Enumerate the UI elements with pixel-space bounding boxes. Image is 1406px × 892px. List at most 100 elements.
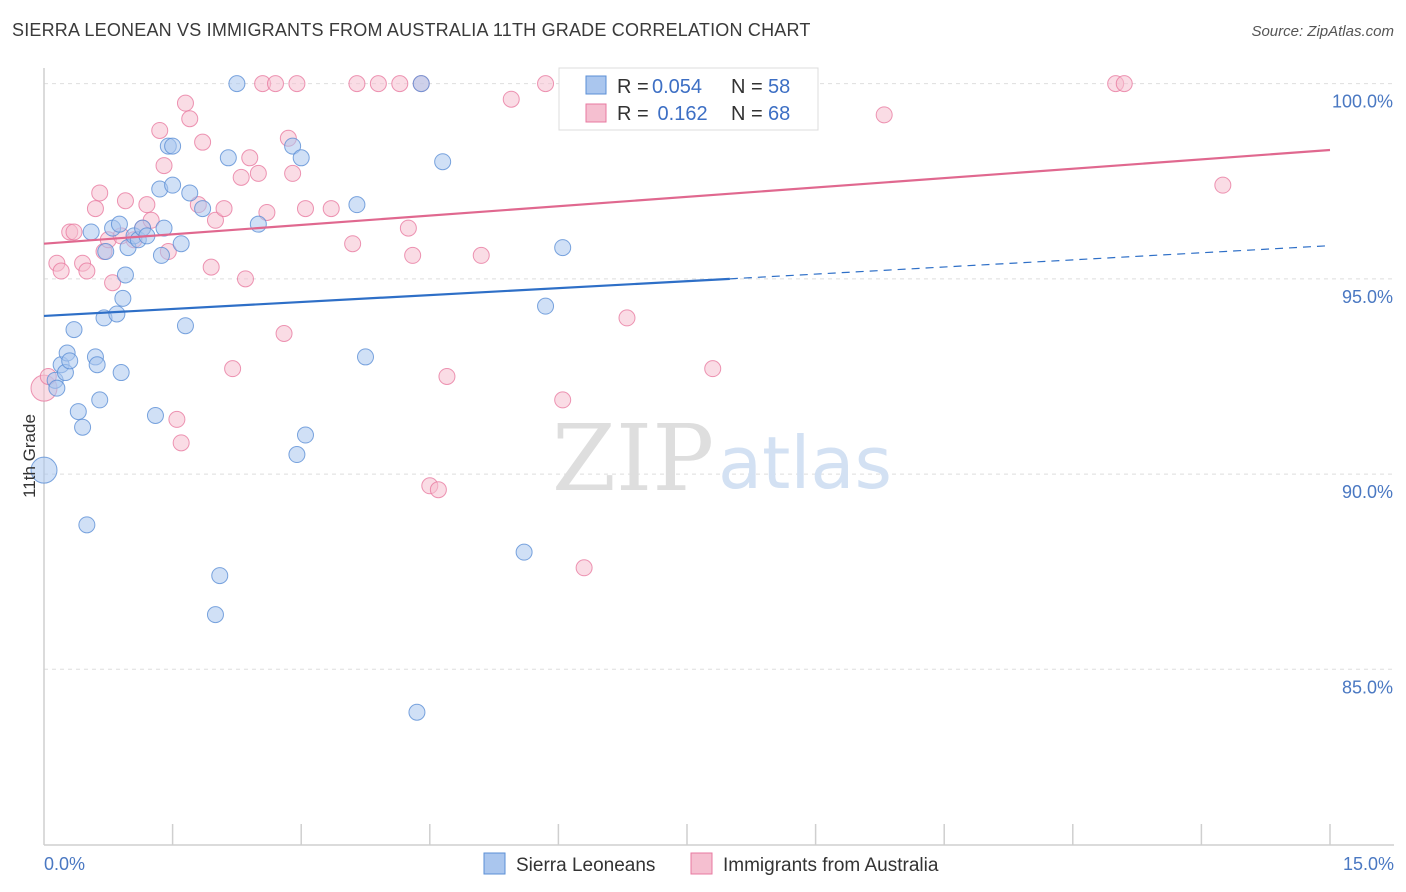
australia-immigrant-point [104, 274, 122, 292]
sierra-leonean-point [172, 235, 190, 253]
axes [43, 68, 1394, 846]
australia-immigrant-point [575, 559, 593, 577]
sierra-leonean-point [164, 137, 182, 155]
x-tick-label-min: 0.0% [44, 854, 85, 874]
australia-immigrant-point [78, 262, 96, 280]
australia-immigrant-point [275, 325, 293, 343]
sierra-leonean-point [515, 543, 533, 561]
australia-immigrant-point [704, 360, 722, 378]
bottom-legend-swatch-blue [483, 852, 506, 875]
australia-immigrant-point [1214, 176, 1232, 194]
trend-line-sierra-leoneans-extension [729, 245, 1331, 280]
source-label: Source: ZipAtlas.com [1251, 23, 1394, 40]
australia-immigrant-point [369, 75, 387, 93]
sierra-leonean-point [116, 266, 134, 284]
australia-immigrant-point [194, 133, 212, 151]
australia-immigrant-point [65, 223, 83, 241]
sierra-leonean-point [292, 149, 310, 167]
bottom-legend-swatch-pink [690, 852, 713, 875]
y-axis-label: 11th Grade [20, 414, 39, 498]
sierra-leonean-point [108, 305, 126, 323]
watermark-atlas: atlas [718, 421, 892, 505]
legend-swatch-pink [585, 103, 607, 123]
sierra-leonean-point [228, 75, 246, 93]
sierra-leonean-point [357, 348, 374, 366]
sierra-leonean-point [65, 321, 83, 339]
sierra-leonean-point [434, 153, 452, 171]
sierra-leonean-point [408, 703, 426, 721]
australia-immigrant-point [206, 211, 224, 229]
trend-lines [43, 148, 1331, 318]
series-immigrants-australia-points [30, 75, 1232, 577]
sierra-leonean-point [194, 200, 212, 218]
australia-immigrant-point [151, 121, 169, 139]
australia-immigrant-point [296, 200, 314, 218]
y-tick-label: 95.0% [1342, 287, 1393, 307]
bottom-legend-label-australia: Immigrants from Australia [723, 855, 939, 876]
legend-n-label-2: N = [731, 103, 763, 125]
australia-immigrant-point [236, 270, 254, 288]
trend-line-sierra-leoneans [43, 277, 730, 318]
australia-immigrant-point [172, 434, 190, 452]
y-tick-label: 85.0% [1342, 677, 1393, 697]
legend-r-value-1: 0.054 [652, 76, 702, 98]
series-sierra-leoneans-points [30, 75, 572, 721]
sierra-leonean-point [110, 215, 128, 233]
sierra-leonean-point [176, 317, 194, 335]
sierra-leonean-point [82, 223, 100, 241]
australia-immigrant-point [322, 200, 340, 218]
sierra-leonean-point [30, 456, 58, 484]
legend-swatch-blue [585, 75, 607, 95]
australia-immigrant-point [232, 168, 250, 186]
sierra-leonean-point [284, 137, 302, 155]
australia-immigrant-point [429, 481, 447, 499]
australia-immigrant-point [472, 246, 490, 264]
sierra-leonean-point [219, 149, 237, 167]
australia-immigrant-point [391, 75, 409, 93]
australia-immigrant-point [91, 184, 109, 202]
australia-immigrant-point [202, 258, 220, 276]
australia-immigrant-point [537, 75, 555, 93]
legend-r-label-1: R = [617, 76, 649, 98]
sierra-leonean-point [88, 356, 106, 374]
sierra-leonean-point [348, 196, 366, 214]
australia-immigrant-point [176, 94, 194, 112]
sierra-leonean-point [152, 246, 170, 264]
sierra-leonean-point [61, 352, 79, 370]
trend-line-australia [43, 148, 1331, 245]
australia-immigrant-point [181, 110, 199, 128]
bottom-legend-label-sierra-leoneans: Sierra Leoneans [516, 855, 655, 876]
legend-r-label-2: R = [617, 103, 649, 125]
australia-immigrant-point [348, 75, 366, 93]
australia-immigrant-point [52, 262, 70, 280]
australia-immigrant-point [344, 235, 362, 253]
y-tick-label: 90.0% [1342, 482, 1393, 502]
legend-n-label-1: N = [731, 76, 763, 98]
sierra-leonean-point [164, 176, 182, 194]
australia-immigrant-point [224, 360, 242, 378]
sierra-leonean-point [211, 567, 229, 585]
sierra-leonean-point [155, 219, 173, 237]
australia-immigrant-point [399, 219, 417, 237]
australia-immigrant-point [875, 106, 893, 124]
sierra-leonean-point [91, 391, 109, 409]
sierra-leonean-point [146, 407, 164, 425]
legend-n-value-2: 68 [768, 103, 790, 125]
australia-immigrant-point [168, 410, 186, 428]
sierra-leonean-point [114, 289, 132, 307]
watermark-zip: ZIP [552, 405, 714, 512]
australia-immigrant-point [502, 90, 520, 108]
australia-immigrant-point [554, 391, 572, 409]
sierra-leonean-point [48, 379, 66, 397]
australia-immigrant-point [266, 75, 284, 93]
y-tick-labels: 100.0% 95.0% 90.0% 85.0% [1332, 92, 1393, 698]
sierra-leonean-point [97, 243, 115, 261]
australia-immigrant-point [438, 367, 456, 385]
australia-immigrant-point [618, 309, 636, 327]
sierra-leonean-point [181, 184, 199, 202]
sierra-leonean-point [69, 403, 87, 421]
x-tick-label-max: 15.0% [1343, 854, 1394, 874]
legend-n-value-1: 58 [768, 76, 790, 98]
australia-immigrant-point [116, 192, 134, 210]
